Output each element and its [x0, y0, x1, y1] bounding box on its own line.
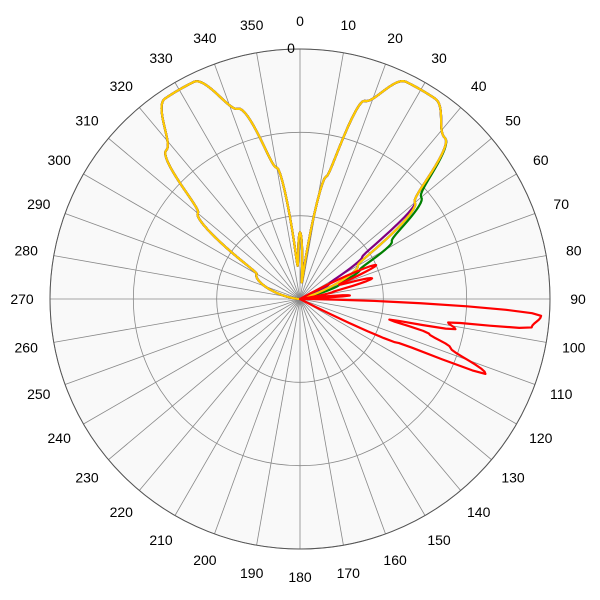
- angle-tick-label: 350: [240, 17, 264, 33]
- series-layer: [160, 80, 543, 376]
- angle-tick-label: 150: [427, 532, 451, 548]
- grid-spoke: [53, 255, 301, 300]
- angle-tick-label: 310: [75, 112, 99, 128]
- angle-tick-label: 160: [383, 552, 407, 568]
- angle-tick-label: 0: [296, 13, 304, 29]
- grid-spoke: [299, 82, 426, 300]
- grid-spoke: [299, 298, 426, 516]
- angle-tick-label: 70: [553, 196, 569, 212]
- angle-tick-label: 20: [387, 30, 403, 46]
- angle-tick-label: 320: [110, 78, 134, 94]
- grid-spoke: [138, 298, 301, 491]
- grid-spoke: [53, 298, 301, 343]
- angle-tick-label: 80: [566, 243, 582, 259]
- grid-spoke: [108, 298, 301, 461]
- grid-spoke: [299, 298, 462, 491]
- grid-spoke: [299, 255, 547, 300]
- angle-tick-label: 10: [341, 17, 357, 33]
- grid-spoke: [299, 298, 517, 425]
- angle-tick-label: 250: [27, 386, 51, 402]
- grid-spoke: [299, 52, 344, 300]
- grid-spoke: [138, 107, 301, 300]
- grid-spoke: [83, 298, 301, 425]
- grid-spoke: [299, 298, 492, 461]
- grid-spoke: [299, 107, 462, 300]
- angle-tick-label: 130: [501, 470, 525, 486]
- grid-spoke: [64, 298, 301, 385]
- grid-spoke: [83, 173, 301, 300]
- series-trace-6: [298, 263, 543, 376]
- angle-tick-label: 290: [27, 196, 51, 212]
- angle-tick-label: 90: [570, 291, 586, 307]
- grid-spoke: [174, 298, 301, 516]
- grid-spoke: [299, 137, 492, 300]
- angle-tick-label: 200: [193, 552, 217, 568]
- angle-tick-label: 300: [48, 152, 72, 168]
- angle-tick-label: 270: [10, 291, 34, 307]
- radial-tick-label: 0: [287, 40, 295, 56]
- grid-spoke: [256, 298, 301, 546]
- angle-tick-label: 260: [15, 339, 39, 355]
- angle-tick-label: 230: [75, 470, 99, 486]
- angle-labels: 0 10 20 30 40 50 60 70 80 90 100 110 120 130 140 150 160…: [10, 13, 586, 585]
- angle-tick-label: 120: [529, 430, 553, 446]
- angle-tick-label: 110: [550, 386, 573, 402]
- angle-tick-label: 100: [562, 339, 586, 355]
- grid-spoke: [299, 298, 386, 535]
- grid-spoke: [214, 63, 301, 300]
- angle-tick-label: 60: [533, 152, 549, 168]
- grid-spoke: [256, 52, 301, 300]
- angle-tick-label: 190: [240, 565, 264, 581]
- grid-spoke: [299, 298, 344, 546]
- angle-tick-label: 140: [467, 504, 491, 520]
- angle-tick-label: 50: [505, 112, 521, 128]
- grid-spoke: [174, 82, 301, 300]
- angle-tick-label: 240: [48, 430, 72, 446]
- outer-ring: [49, 48, 551, 550]
- grid-spoke: [64, 213, 301, 300]
- grid-spoke: [214, 298, 301, 535]
- grid-spoke: [108, 137, 301, 300]
- grid-spoke: [299, 63, 386, 300]
- grid-spoke: [299, 298, 536, 385]
- angle-tick-label: 210: [149, 532, 173, 548]
- angle-tick-label: 330: [149, 50, 173, 66]
- angle-tick-label: 220: [110, 504, 134, 520]
- angle-tick-label: 40: [471, 78, 487, 94]
- angle-tick-label: 180: [288, 569, 312, 585]
- angle-tick-label: 30: [431, 50, 447, 66]
- angle-tick-label: 170: [337, 565, 361, 581]
- angle-tick-label: 280: [15, 243, 39, 259]
- angle-tick-label: 340: [193, 30, 217, 46]
- grid-spoke: [299, 298, 547, 343]
